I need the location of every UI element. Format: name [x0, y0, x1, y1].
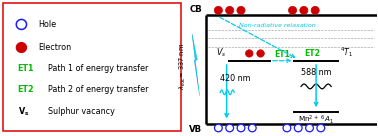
Ellipse shape — [288, 6, 297, 14]
Ellipse shape — [294, 124, 302, 132]
Ellipse shape — [283, 124, 291, 132]
Ellipse shape — [16, 19, 26, 30]
Ellipse shape — [226, 124, 234, 132]
Text: Hole: Hole — [38, 20, 56, 29]
Ellipse shape — [311, 6, 319, 14]
Text: ET2: ET2 — [18, 85, 34, 94]
Text: ET1: ET1 — [18, 64, 34, 73]
Text: Path 1 of energy transfer: Path 1 of energy transfer — [48, 64, 148, 73]
Text: Sulphur vacancy: Sulphur vacancy — [48, 107, 115, 116]
Text: $\lambda_{exc}$= 337 nm: $\lambda_{exc}$= 337 nm — [178, 43, 188, 90]
Ellipse shape — [300, 6, 308, 14]
Text: ET2: ET2 — [305, 49, 321, 58]
Ellipse shape — [237, 124, 245, 132]
FancyBboxPatch shape — [3, 3, 181, 131]
Text: $^4T_1$: $^4T_1$ — [340, 45, 353, 59]
Text: Electron: Electron — [38, 43, 71, 52]
Polygon shape — [192, 34, 200, 96]
Ellipse shape — [214, 6, 223, 14]
Ellipse shape — [226, 6, 234, 14]
Ellipse shape — [245, 50, 253, 57]
Text: VB: VB — [189, 125, 202, 134]
Ellipse shape — [214, 124, 222, 132]
Ellipse shape — [317, 124, 325, 132]
Ellipse shape — [16, 43, 26, 52]
Text: $V_s$: $V_s$ — [216, 46, 227, 59]
Text: CB: CB — [189, 5, 202, 14]
Text: 420 nm: 420 nm — [220, 74, 251, 83]
Text: Mn$^{2+}$ $^6A_1$: Mn$^{2+}$ $^6A_1$ — [298, 113, 334, 126]
Text: ET1: ET1 — [274, 50, 290, 59]
Ellipse shape — [248, 124, 256, 132]
Text: 588 nm: 588 nm — [301, 68, 332, 77]
Text: Path 2 of energy transfer: Path 2 of energy transfer — [48, 85, 148, 94]
Ellipse shape — [237, 6, 245, 14]
Text: Non-radiative relaxation: Non-radiative relaxation — [239, 23, 316, 28]
Ellipse shape — [257, 50, 264, 57]
Text: $\mathbf{V_s}$: $\mathbf{V_s}$ — [18, 105, 29, 118]
Ellipse shape — [306, 124, 313, 132]
